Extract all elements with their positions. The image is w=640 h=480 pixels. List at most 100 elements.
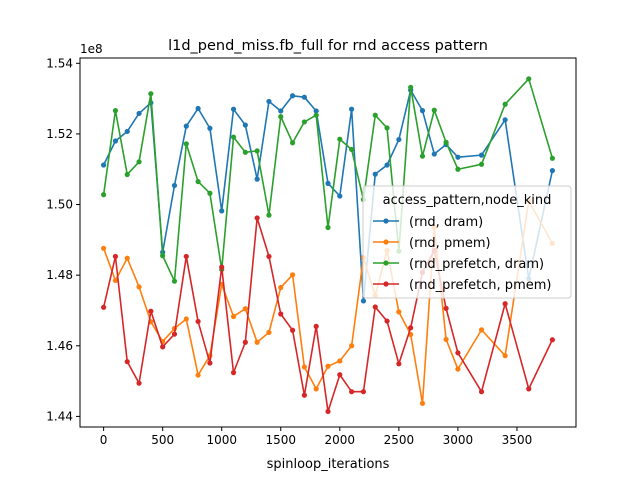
series-2-point	[278, 114, 284, 120]
series-2-point	[372, 112, 378, 118]
legend-entry-label: (rnd_prefetch, dram)	[409, 257, 544, 272]
series-1-point	[337, 358, 343, 364]
series-2-point	[443, 139, 449, 145]
series-0-point	[230, 106, 237, 112]
series-0-point	[219, 208, 225, 214]
series-2-point	[254, 148, 260, 154]
series-1-point	[124, 255, 130, 261]
series-3-point	[101, 304, 107, 310]
series-3-point	[219, 264, 225, 270]
series-0-point	[372, 171, 378, 177]
series-0-point	[242, 122, 248, 128]
series-3-point	[207, 360, 213, 366]
series-1-point	[325, 363, 331, 369]
series-3-point	[148, 308, 154, 314]
series-1-point	[443, 336, 449, 343]
series-2-point	[207, 190, 213, 196]
series-3-point	[408, 325, 414, 331]
series-2-point	[431, 107, 437, 113]
legend-entry-label: (rnd_prefetch, pmem)	[409, 278, 551, 293]
series-0-point	[136, 110, 142, 117]
series-0-point	[549, 168, 555, 174]
series-3-point	[230, 370, 237, 376]
series-0-point	[325, 180, 331, 186]
series-2-point	[160, 253, 166, 259]
series-1-point	[455, 366, 461, 372]
series-3-point	[455, 350, 461, 356]
plot-area: 0 500 1000 1500 2000 2500 3000 3500 1.44 1.46 1.48…	[46, 56, 577, 447]
y-tick-label: 1.54	[46, 56, 73, 70]
series-2-point	[171, 278, 178, 284]
series-2-point	[549, 155, 555, 161]
series-3-point	[549, 337, 555, 343]
series-0-point	[171, 182, 178, 189]
series-1-point	[101, 245, 107, 251]
series-1-point	[183, 316, 189, 322]
series-2-point	[408, 84, 414, 90]
series-1-point	[254, 339, 260, 345]
legend: access_pattern,node_kind (rnd, dram) (rnd,…	[362, 185, 572, 299]
series-2-point	[242, 149, 248, 155]
series-0-point	[419, 108, 426, 114]
series-1-point	[301, 364, 307, 370]
series-3-point	[124, 359, 130, 365]
series-0-point	[431, 151, 437, 157]
series-2-point	[337, 136, 343, 142]
series-2-point	[325, 224, 331, 231]
legend-entry-label: (rnd, pmem)	[409, 236, 491, 251]
series-1-point	[136, 284, 142, 290]
series-2-point	[349, 146, 355, 153]
series-1-point	[313, 386, 319, 392]
series-3-point	[396, 361, 402, 367]
series-2-point	[183, 141, 189, 147]
series-3-point	[301, 392, 307, 398]
series-3-point	[526, 386, 532, 392]
x-tick-label: 3000	[443, 433, 474, 447]
series-3-point	[136, 380, 142, 386]
series-0-point	[360, 298, 367, 304]
series-0-point	[502, 117, 508, 123]
series-0-point	[278, 108, 284, 114]
series-1-point	[478, 327, 485, 333]
series-3-point	[325, 408, 331, 415]
series-3-point	[112, 253, 119, 260]
series-2-point	[230, 134, 237, 140]
x-tick-label: 0	[100, 433, 108, 447]
x-tick-label: 1500	[265, 433, 296, 447]
series-1-point	[112, 277, 119, 284]
series-0-point	[101, 162, 107, 168]
series-1-point	[266, 329, 272, 335]
series-2-point	[502, 101, 508, 107]
series-2-point	[266, 212, 272, 218]
series-0-point	[124, 128, 130, 135]
series-2-point	[313, 112, 319, 118]
series-0-point	[313, 108, 319, 114]
series-3-point	[502, 301, 508, 307]
x-axis-label: spinloop_iterations	[267, 457, 390, 472]
series-2-point	[101, 192, 107, 198]
series-1-point	[289, 272, 296, 278]
series-3-point	[183, 253, 189, 260]
series-3-point	[349, 389, 355, 395]
legend-entry-label: (rnd, dram)	[409, 215, 483, 230]
series-1-point	[419, 400, 426, 406]
series-0-point	[478, 152, 485, 158]
series-0-point	[183, 123, 189, 129]
x-tick-label: 2500	[384, 433, 415, 447]
series-1-point	[242, 306, 248, 312]
series-3-point	[337, 372, 343, 378]
series-0-point	[301, 94, 307, 100]
y-tick-label: 1.46	[46, 339, 73, 353]
x-tick-label: 3500	[502, 433, 533, 447]
series-3-point	[360, 389, 367, 395]
series-3-point	[160, 344, 166, 350]
legend-title: access_pattern,node_kind	[383, 193, 552, 208]
legend-swatch-marker	[383, 239, 389, 245]
series-3-point	[313, 323, 319, 329]
series-3-point	[242, 339, 248, 345]
series-3-point	[478, 389, 485, 395]
series-1-point	[230, 313, 237, 320]
series-1-point	[349, 343, 355, 349]
series-2-point	[455, 166, 461, 172]
